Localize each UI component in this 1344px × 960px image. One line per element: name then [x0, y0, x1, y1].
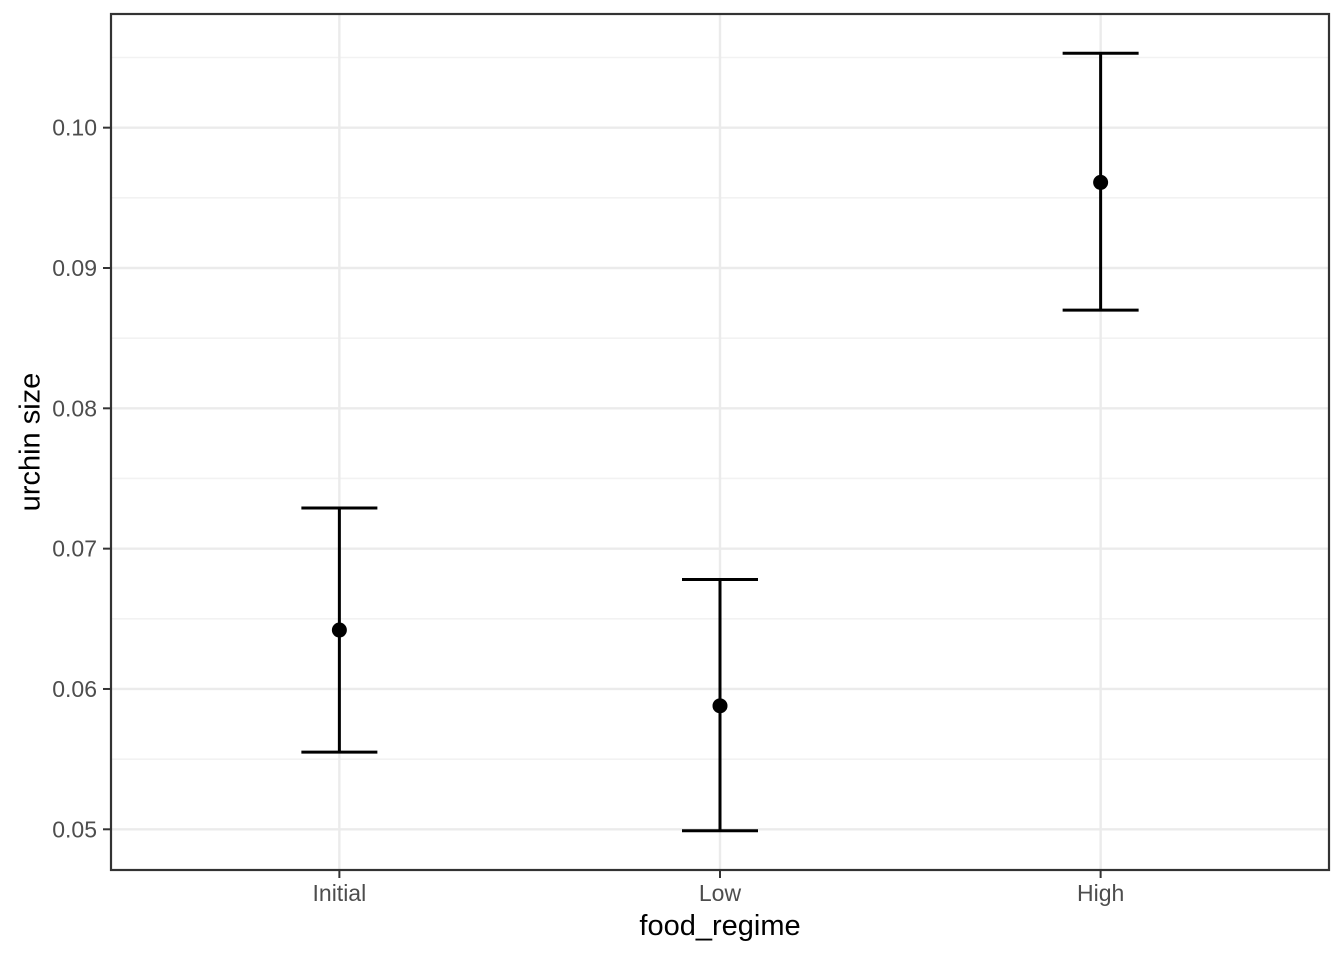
y-axis-title: urchin size — [14, 372, 47, 512]
x-tick-label: Initial — [313, 880, 367, 906]
y-tick-label: 0.05 — [52, 816, 97, 842]
x-axis-title: food_regime — [639, 910, 801, 942]
x-tick-label: High — [1077, 880, 1124, 906]
point-estimate-low — [712, 698, 728, 714]
y-tick-label: 0.07 — [52, 536, 97, 562]
point-estimate-initial — [331, 622, 347, 638]
y-tick-label: 0.09 — [52, 255, 97, 281]
y-tick-label: 0.08 — [52, 395, 97, 421]
point-estimate-high — [1093, 174, 1109, 190]
y-tick-label: 0.10 — [52, 115, 97, 141]
y-tick-label: 0.06 — [52, 676, 97, 702]
x-tick-label: Low — [699, 880, 742, 906]
